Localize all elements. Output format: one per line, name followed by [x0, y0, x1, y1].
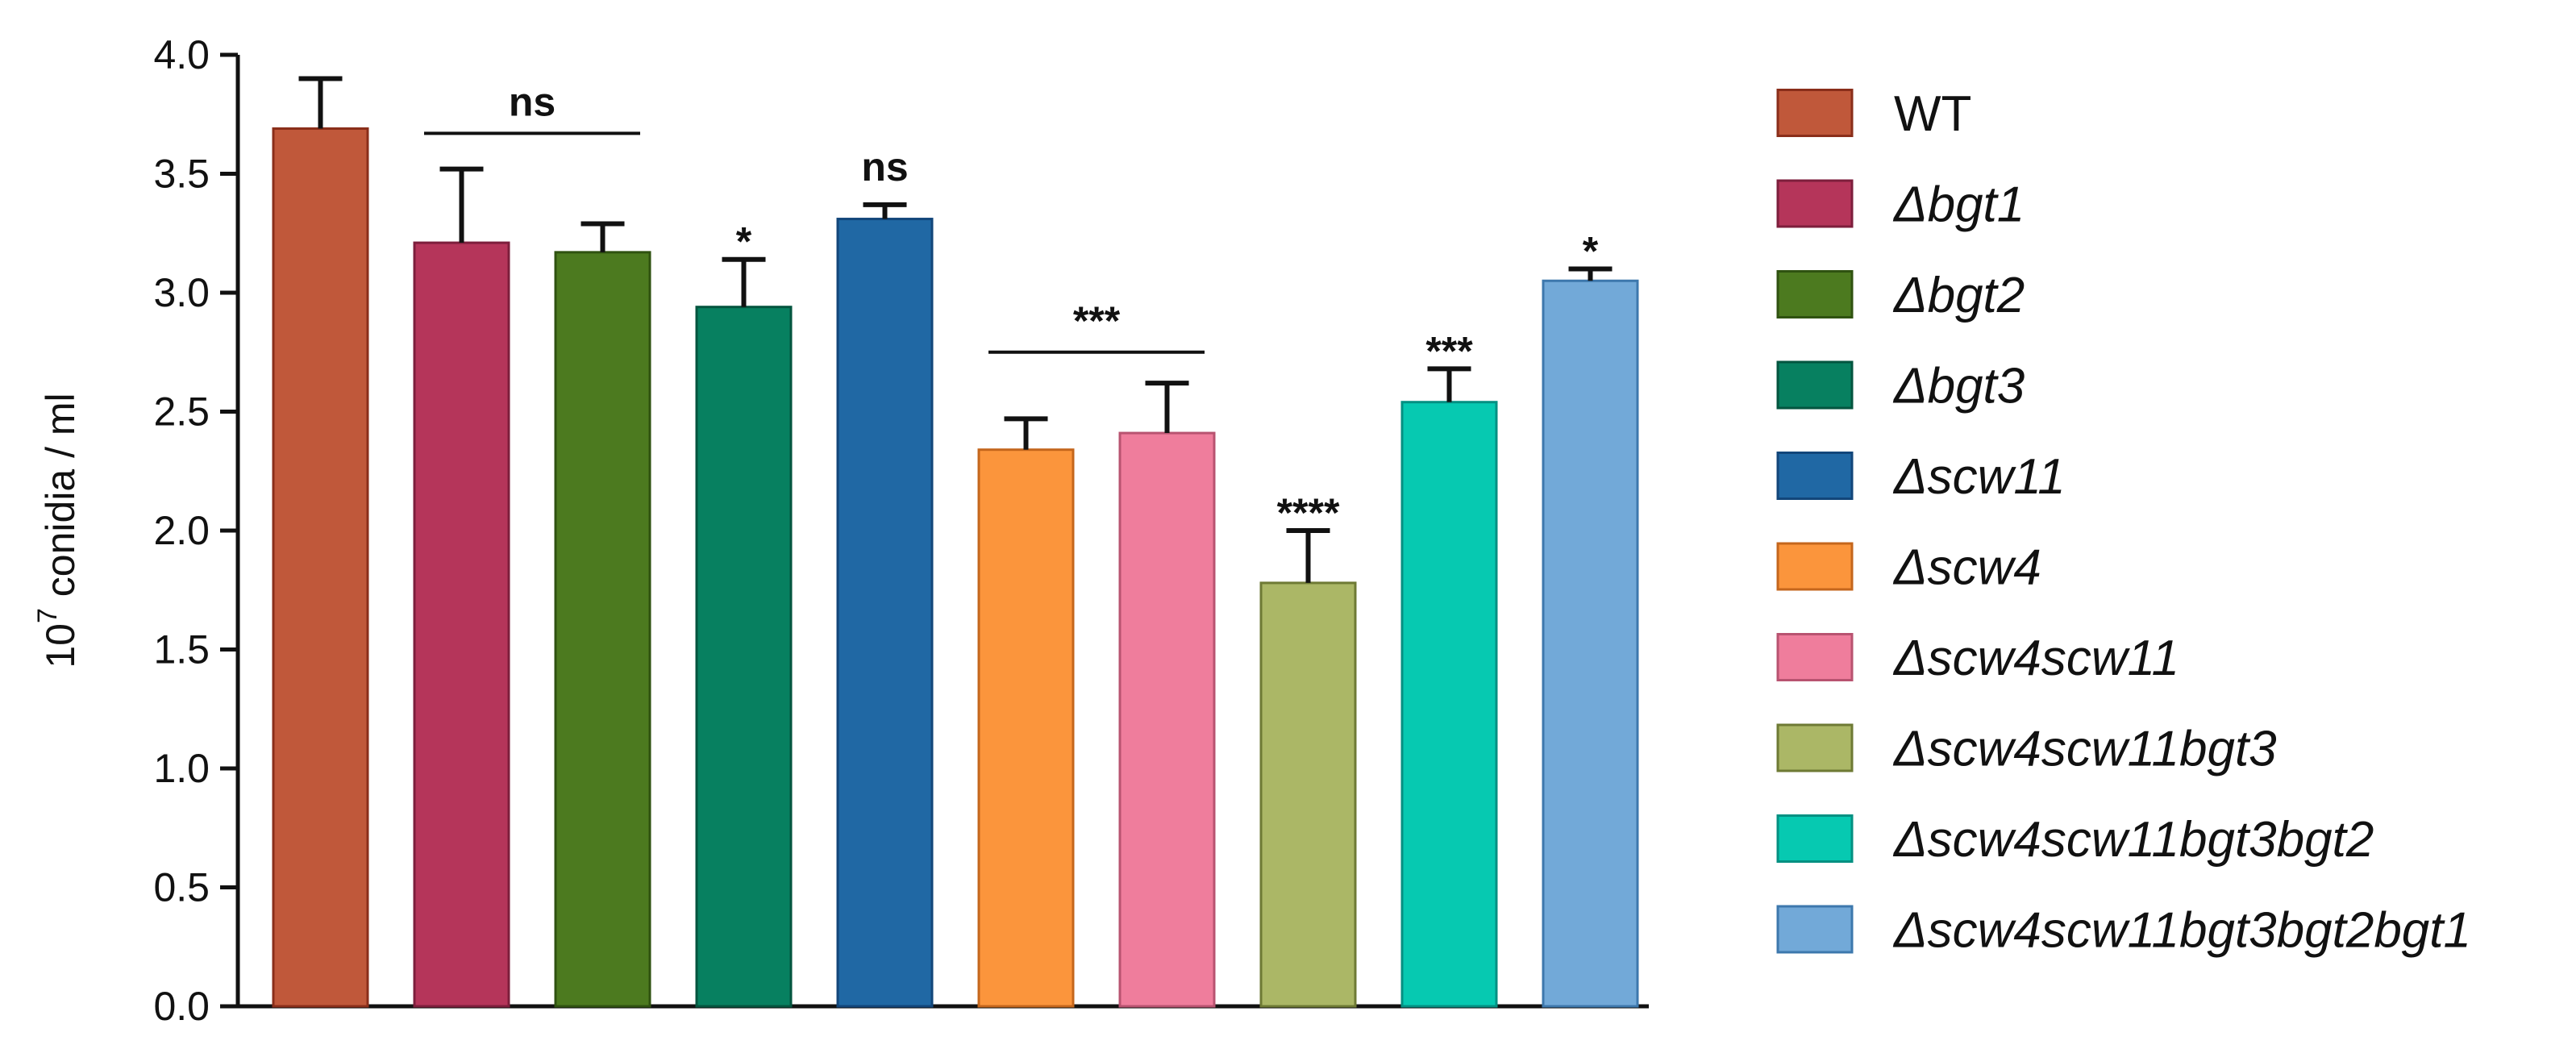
- significance-annotations: ns*ns***********: [424, 79, 1599, 535]
- legend-label-7: Δscw4scw11: [1892, 631, 2179, 686]
- legend-swatch-10: [1776, 905, 1854, 954]
- legend-swatch-3: [1776, 270, 1854, 318]
- legend-label-3: Δbgt2: [1892, 268, 2025, 323]
- y-tick-label: 4.0: [153, 32, 210, 77]
- significance-label: ****: [1277, 490, 1340, 535]
- chart-axes: 0.0 0.5 1.0 1.5 2.0 2.5 3.0 3.5 4.0 107 conidia /…: [32, 32, 1649, 1029]
- y-tick-label: 2.5: [153, 389, 210, 435]
- bar-5: [836, 218, 934, 1008]
- legend-label-1: WT: [1894, 86, 1971, 142]
- legend-swatch-1: [1776, 89, 1854, 137]
- chart-legend: WT Δbgt1 Δbgt2 Δbgt3 Δscw11 Δscw4 Δscw4scw11 Δs…: [1776, 86, 2471, 959]
- significance-label: ***: [1073, 298, 1121, 343]
- legend-swatch-4: [1776, 360, 1854, 410]
- significance-label: ***: [1425, 328, 1473, 373]
- legend-swatch-6: [1776, 542, 1854, 591]
- bar-10: [1542, 279, 1639, 1008]
- bar-2: [413, 241, 510, 1008]
- significance-label: ns: [861, 144, 908, 189]
- significance-label: *: [1583, 229, 1599, 274]
- bar-7: [1118, 431, 1216, 1008]
- significance-label: *: [736, 219, 752, 264]
- legend-label-10: Δscw4scw11bgt3bgt2bgt1: [1892, 903, 2471, 959]
- legend-swatch-2: [1776, 179, 1854, 228]
- y-tick-label: 3.5: [153, 152, 210, 197]
- y-tick-label: 0.5: [153, 865, 210, 910]
- legend-label-8: Δscw4scw11bgt3: [1892, 722, 2277, 777]
- significance-label: ns: [509, 79, 556, 124]
- y-tick-label: 2.0: [153, 508, 210, 553]
- bar-1: [272, 127, 369, 1008]
- legend-swatch-8: [1776, 723, 1854, 772]
- y-tick-label: 1.5: [153, 627, 210, 672]
- chart-bars: [272, 76, 1639, 1008]
- legend-label-5: Δscw11: [1892, 449, 2066, 505]
- y-tick-label: 0.0: [153, 984, 210, 1029]
- bar-8: [1259, 581, 1357, 1008]
- legend-label-9: Δscw4scw11bgt3bgt2: [1892, 812, 2374, 868]
- y-tick-label: 1.0: [153, 746, 210, 791]
- legend-label-6: Δscw4: [1892, 540, 2041, 596]
- y-tick-label: 3.0: [153, 270, 210, 315]
- bar-4: [695, 306, 793, 1008]
- legend-label-4: Δbgt3: [1892, 359, 2025, 414]
- legend-swatch-7: [1776, 633, 1854, 681]
- legend-swatch-9: [1776, 814, 1854, 863]
- legend-label-2: Δbgt1: [1892, 177, 2025, 233]
- bar-6: [977, 448, 1075, 1008]
- bar-9: [1400, 401, 1498, 1008]
- y-axis-title: 107 conidia / ml: [32, 393, 83, 668]
- bar-3: [554, 251, 651, 1008]
- legend-swatch-5: [1776, 452, 1854, 500]
